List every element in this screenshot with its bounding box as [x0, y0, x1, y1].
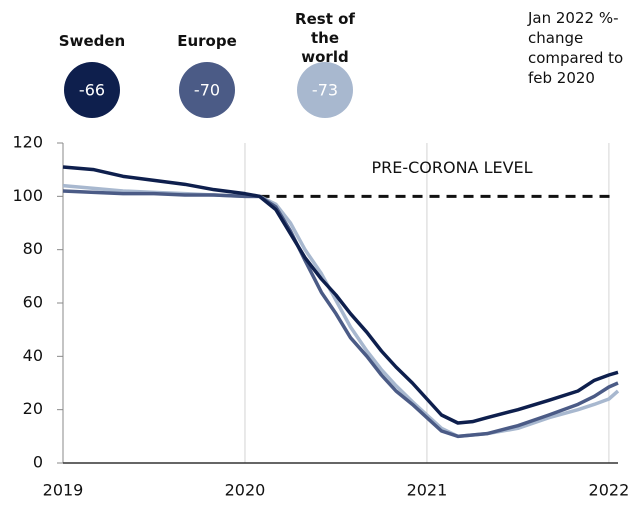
y-tick-label: 120: [12, 133, 43, 152]
x-tick-label: 2020: [225, 481, 266, 500]
y-tick-label: 80: [23, 239, 43, 258]
series-line: [62, 165, 619, 425]
legend-circle: [297, 62, 353, 118]
x-tick-label: 2021: [407, 481, 448, 500]
y-tick-label: 60: [23, 293, 43, 312]
legend-name: Rest of the world: [295, 10, 355, 66]
legend-name: Europe: [177, 32, 237, 50]
y-tick-label: 100: [12, 186, 43, 205]
series-line: [62, 189, 619, 439]
annotation: Jan 2022 %-change compared to feb 2020: [528, 9, 624, 87]
reference-label: PRE-CORONA LEVEL: [371, 158, 532, 177]
legend-circle: [64, 62, 120, 118]
series-line: [62, 183, 620, 439]
legend-value: -66: [79, 81, 105, 100]
y-tick-label: 0: [33, 453, 43, 472]
legend-circle: [179, 62, 235, 118]
legend-name: Sweden: [58, 32, 126, 50]
legend-value: -73: [312, 81, 338, 100]
x-tick-label: 2019: [43, 481, 84, 500]
y-tick-label: 40: [23, 346, 43, 365]
y-tick-label: 20: [23, 399, 43, 418]
legend-value: -70: [194, 81, 220, 100]
x-tick-label: 2022: [589, 481, 630, 500]
